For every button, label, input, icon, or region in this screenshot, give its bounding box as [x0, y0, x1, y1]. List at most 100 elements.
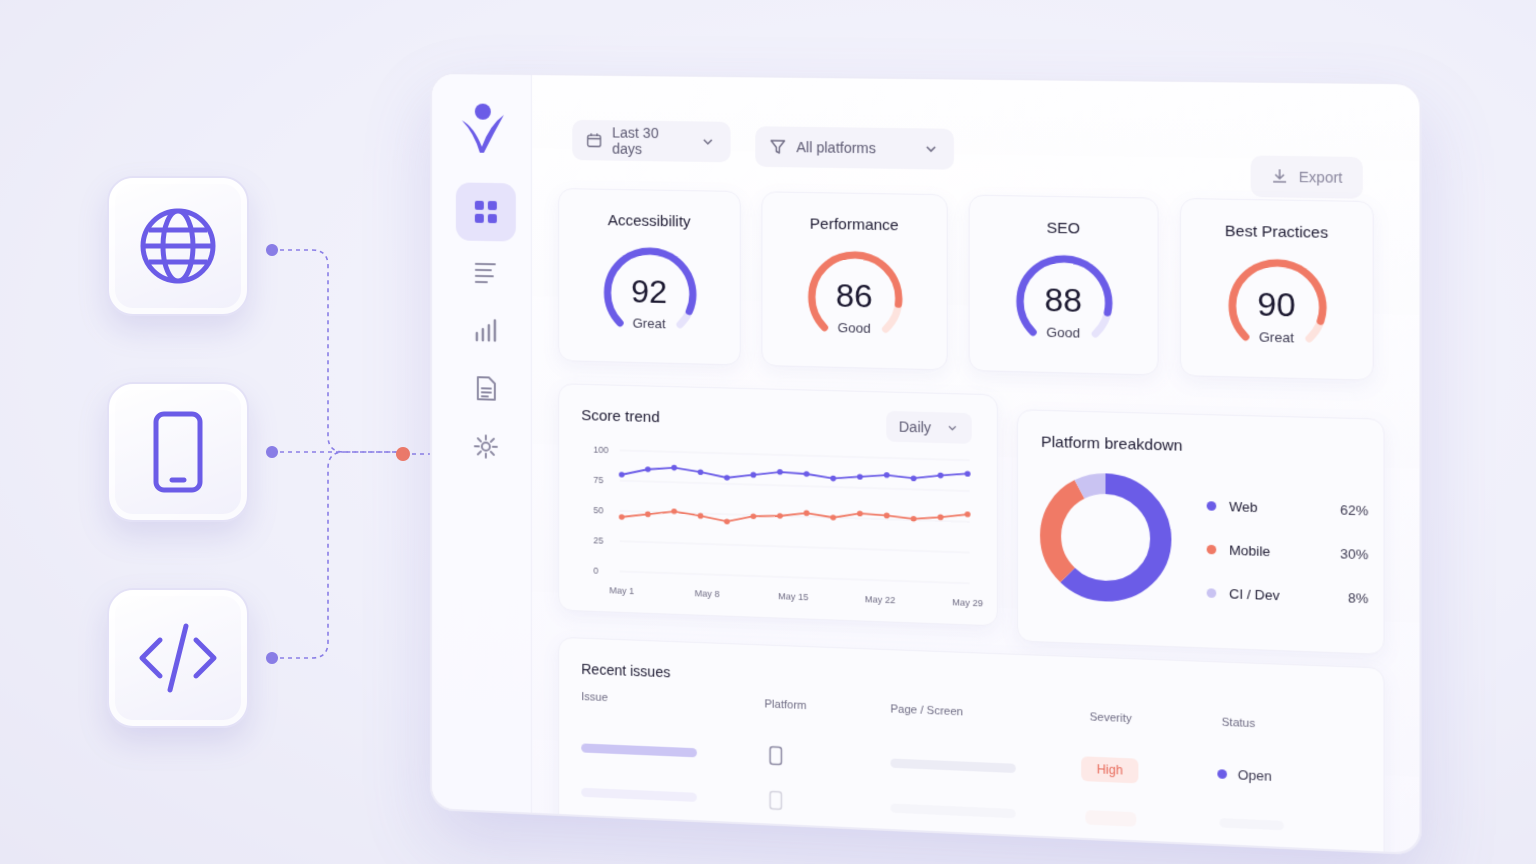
score-card-performance: Performance 86 Good — [761, 191, 947, 370]
recent-issues-card: Recent issues Issue Platform Page / Scre… — [558, 637, 1385, 856]
series-point — [777, 469, 783, 475]
score-value: 90 — [1181, 284, 1373, 326]
issue-placeholder — [581, 743, 697, 757]
score-card-best-practices: Best Practices 90 Great — [1180, 198, 1374, 381]
bar-chart-icon — [473, 317, 499, 344]
sidebar-item-dashboard[interactable] — [456, 182, 516, 241]
series-point — [938, 514, 944, 520]
mobile-platform-tile[interactable] — [107, 382, 249, 522]
column-header-status: Status — [1222, 716, 1255, 730]
date-range-dropdown[interactable]: Last 30 days — [572, 120, 730, 163]
filter-funnel-icon — [770, 139, 786, 155]
series-point — [804, 510, 810, 516]
date-range-label: Last 30 days — [612, 124, 690, 157]
code-platform-tile[interactable] — [107, 588, 249, 728]
chevron-down-icon — [923, 141, 940, 158]
list-icon — [473, 259, 499, 286]
score-label: Great — [1181, 327, 1373, 347]
legend-name: Web — [1229, 499, 1257, 515]
page-placeholder — [890, 758, 1015, 773]
series-point — [857, 474, 863, 480]
page-placeholder — [890, 803, 1015, 818]
platform-filter-label: All platforms — [796, 139, 876, 156]
score-value: 88 — [970, 280, 1158, 322]
status-cell: Open — [1217, 766, 1272, 784]
legend-pct: 30% — [1340, 546, 1368, 563]
mobile-phone-icon — [136, 410, 220, 494]
score-label: Good — [762, 318, 946, 337]
score-title: Performance — [762, 215, 946, 236]
dashboard-panel: Last 30 days All platforms Export Access… — [430, 72, 1422, 855]
status-placeholder — [1220, 818, 1284, 830]
column-header-platform: Platform — [764, 698, 806, 712]
platform-breakdown-card: Platform breakdown Web 62% Mobile 30% CI… — [1017, 409, 1385, 655]
legend-pct: 8% — [1348, 590, 1368, 606]
platform-donut-chart — [1037, 468, 1175, 607]
export-label: Export — [1299, 169, 1343, 186]
severity-badge: High — [1081, 756, 1138, 783]
series-point — [830, 515, 836, 521]
sidebar-item-list[interactable] — [456, 242, 516, 301]
download-icon — [1271, 168, 1288, 185]
series-point — [671, 465, 677, 471]
series-point — [724, 519, 730, 525]
score-value: 92 — [559, 272, 740, 313]
series-point — [911, 516, 917, 522]
series-point — [965, 511, 971, 517]
sidebar-item-documents[interactable] — [456, 359, 516, 419]
series-point — [645, 466, 651, 472]
status-dot — [1217, 769, 1227, 779]
settings-gear-icon — [473, 433, 499, 460]
brand-logo — [460, 102, 506, 155]
series-point — [751, 513, 757, 519]
legend-item-ci-dev: CI / Dev 8% — [1207, 585, 1369, 606]
y-tick-label: 25 — [593, 535, 603, 545]
granularity-dropdown[interactable]: Daily — [886, 411, 971, 444]
grid-line — [620, 541, 970, 552]
sidebar — [432, 74, 532, 813]
grid-line — [620, 481, 970, 491]
legend-pct: 62% — [1340, 502, 1368, 519]
series-point — [724, 475, 730, 481]
series-point — [619, 514, 625, 520]
series-point — [884, 513, 890, 519]
granularity-label: Daily — [899, 418, 931, 435]
legend-item-mobile: Mobile 30% — [1207, 542, 1369, 563]
series-point — [884, 472, 890, 478]
column-header-page: Page / Screen — [890, 703, 963, 718]
sidebar-item-settings[interactable] — [456, 417, 516, 477]
series-point — [830, 475, 836, 481]
score-title: Best Practices — [1181, 222, 1373, 243]
chevron-down-icon — [700, 134, 716, 150]
series-point — [938, 472, 944, 478]
calendar-icon — [586, 132, 602, 148]
series-point — [751, 472, 757, 478]
series-point — [804, 471, 810, 477]
grid-line — [620, 571, 970, 583]
x-tick-label: May 8 — [695, 588, 720, 599]
column-header-severity: Severity — [1090, 711, 1132, 725]
series-point — [965, 471, 971, 477]
mobile-phone-icon — [769, 790, 783, 811]
legend-dot — [1207, 545, 1217, 555]
sidebar-item-reports[interactable] — [456, 301, 516, 361]
score-trend-title: Score trend — [581, 407, 660, 426]
score-card-accessibility: Accessibility 92 Great — [558, 188, 741, 365]
series-point — [911, 475, 917, 481]
export-button[interactable]: Export — [1251, 155, 1363, 198]
y-tick-label: 50 — [593, 505, 603, 515]
platform-filter-dropdown[interactable]: All platforms — [755, 126, 954, 170]
y-tick-label: 100 — [593, 445, 608, 456]
grid-line — [620, 450, 970, 460]
mobile-phone-icon — [769, 745, 783, 766]
issue-placeholder — [581, 788, 697, 802]
web-platform-tile[interactable] — [107, 176, 249, 316]
score-trend-card: Score trend Daily 100 75 50 25 0 May 1 May 8 Ma… — [558, 383, 998, 626]
recent-issues-title: Recent issues — [581, 661, 670, 681]
document-icon — [473, 375, 499, 402]
legend-item-web: Web 62% — [1207, 498, 1369, 518]
dashboard-grid-icon — [473, 199, 499, 226]
severity-placeholder — [1085, 810, 1136, 827]
score-value: 86 — [762, 276, 946, 318]
score-label: Good — [970, 323, 1158, 343]
